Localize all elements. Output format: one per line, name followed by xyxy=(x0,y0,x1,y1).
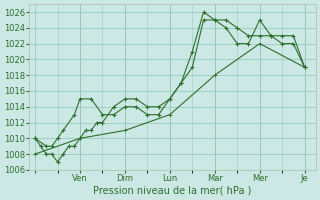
X-axis label: Pression niveau de la mer( hPa ): Pression niveau de la mer( hPa ) xyxy=(93,186,252,196)
